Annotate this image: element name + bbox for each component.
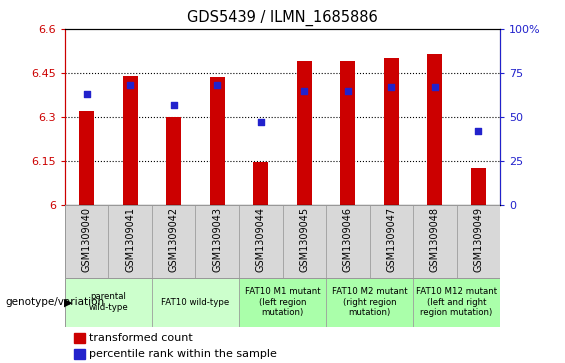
Text: GSM1309043: GSM1309043 bbox=[212, 207, 222, 272]
Bar bbox=[195, 205, 239, 278]
Bar bbox=[210, 77, 225, 205]
Point bbox=[343, 88, 353, 94]
Bar bbox=[239, 278, 326, 327]
Bar bbox=[326, 205, 370, 278]
Bar bbox=[370, 205, 413, 278]
Text: parental
wild-type: parental wild-type bbox=[89, 293, 128, 312]
Point bbox=[386, 84, 396, 90]
Bar bbox=[65, 29, 108, 205]
Text: GSM1309047: GSM1309047 bbox=[386, 207, 396, 272]
Text: GSM1309046: GSM1309046 bbox=[343, 207, 353, 272]
Text: percentile rank within the sample: percentile rank within the sample bbox=[89, 349, 277, 359]
Bar bbox=[239, 29, 282, 205]
Bar bbox=[413, 205, 457, 278]
Bar bbox=[79, 111, 94, 205]
Bar bbox=[195, 29, 239, 205]
Text: GSM1309048: GSM1309048 bbox=[430, 207, 440, 272]
Point bbox=[431, 84, 440, 90]
Bar bbox=[340, 61, 355, 205]
Text: ▶: ▶ bbox=[64, 297, 72, 307]
Text: transformed count: transformed count bbox=[89, 333, 193, 343]
Bar bbox=[413, 278, 500, 327]
Bar bbox=[471, 168, 486, 205]
Bar bbox=[370, 29, 413, 205]
Bar bbox=[166, 117, 181, 205]
Text: GSM1309045: GSM1309045 bbox=[299, 207, 309, 272]
Bar bbox=[152, 29, 195, 205]
Text: GSM1309040: GSM1309040 bbox=[82, 207, 92, 272]
Bar bbox=[297, 61, 312, 205]
Bar bbox=[152, 278, 239, 327]
Text: FAT10 wild-type: FAT10 wild-type bbox=[162, 298, 229, 307]
Text: FAT10 M12 mutant
(left and right
region mutation): FAT10 M12 mutant (left and right region … bbox=[416, 287, 497, 317]
Bar bbox=[73, 333, 85, 343]
Bar bbox=[152, 205, 195, 278]
Bar bbox=[413, 29, 457, 205]
Bar bbox=[326, 29, 370, 205]
Bar bbox=[73, 349, 85, 359]
Text: GSM1309041: GSM1309041 bbox=[125, 207, 135, 272]
Text: GSM1309042: GSM1309042 bbox=[169, 207, 179, 272]
Bar bbox=[384, 58, 399, 205]
Bar bbox=[282, 205, 326, 278]
Text: GSM1309049: GSM1309049 bbox=[473, 207, 483, 272]
Bar bbox=[65, 278, 152, 327]
Point bbox=[126, 82, 135, 88]
Point bbox=[212, 82, 221, 88]
Bar bbox=[108, 205, 152, 278]
Bar bbox=[108, 29, 152, 205]
Text: genotype/variation: genotype/variation bbox=[6, 297, 105, 307]
Bar bbox=[457, 29, 500, 205]
Text: FAT10 M1 mutant
(left region
mutation): FAT10 M1 mutant (left region mutation) bbox=[245, 287, 320, 317]
Title: GDS5439 / ILMN_1685886: GDS5439 / ILMN_1685886 bbox=[187, 10, 378, 26]
Point bbox=[257, 119, 266, 125]
Bar bbox=[326, 278, 413, 327]
Point bbox=[299, 88, 308, 94]
Point bbox=[473, 128, 483, 134]
Bar bbox=[457, 205, 500, 278]
Text: GSM1309044: GSM1309044 bbox=[256, 207, 266, 272]
Bar bbox=[65, 205, 108, 278]
Bar bbox=[239, 205, 282, 278]
Text: FAT10 M2 mutant
(right region
mutation): FAT10 M2 mutant (right region mutation) bbox=[332, 287, 407, 317]
Bar bbox=[253, 162, 268, 205]
Point bbox=[170, 102, 179, 108]
Bar bbox=[427, 54, 442, 205]
Bar bbox=[123, 76, 138, 205]
Point bbox=[82, 91, 92, 97]
Bar bbox=[282, 29, 326, 205]
